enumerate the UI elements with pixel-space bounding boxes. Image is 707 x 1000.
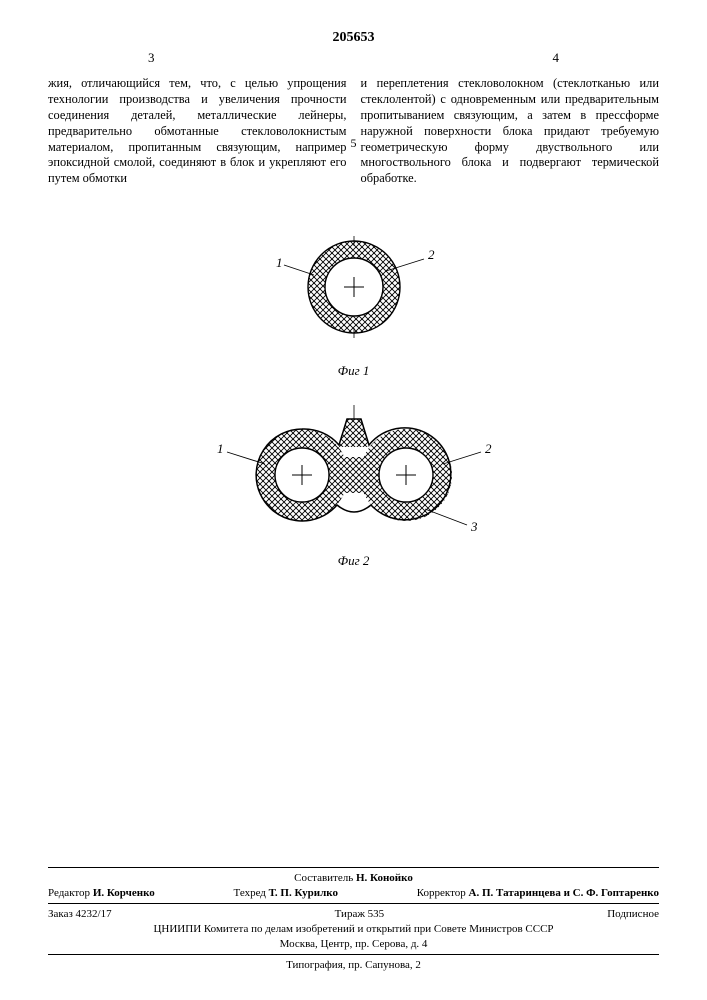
column-left-text: жия, отличающийся тем, что, с целью упро… xyxy=(48,76,347,185)
fig2-label-1: 1 xyxy=(217,441,224,456)
column-right: и переплетения стекловолокном (стеклотка… xyxy=(361,76,660,187)
compiler-name: Н. Конойко xyxy=(356,872,413,884)
line-number-marker: 5 xyxy=(351,136,357,151)
corrector-label: Корректор xyxy=(417,887,466,899)
fig2-caption: Фиг 2 xyxy=(48,553,659,569)
figure-1-svg: 1 2 xyxy=(254,217,454,357)
fig1-caption: Фиг 1 xyxy=(48,363,659,379)
page-num-left: 3 xyxy=(148,50,155,66)
podpisnoe: Подписное xyxy=(607,908,659,920)
tirazh: Тираж 535 xyxy=(335,908,385,920)
techred-label: Техред xyxy=(234,887,266,899)
document-number: 205653 xyxy=(48,30,659,46)
editor-label: Редактор xyxy=(48,887,90,899)
page-num-right: 4 xyxy=(553,50,560,66)
corrector-names: А. П. Татаринцева и С. Ф. Гоптаренко xyxy=(469,887,659,899)
column-left: жия, отличающийся тем, что, с целью упро… xyxy=(48,76,347,187)
footer-org: ЦНИИПИ Комитета по делам изобретений и о… xyxy=(48,923,659,935)
compiler-label: Составитель xyxy=(294,872,353,884)
text-columns: жия, отличающийся тем, что, с целью упро… xyxy=(48,76,659,187)
figures-block: 1 2 Фиг 1 xyxy=(48,217,659,569)
techred-name: Т. П. Курилко xyxy=(269,887,338,899)
order-number: Заказ 4232/17 xyxy=(48,908,112,920)
footer-typography: Типография, пр. Сапунова, 2 xyxy=(48,959,659,971)
column-right-text: и переплетения стекловолокном (стеклотка… xyxy=(361,76,660,185)
figure-2-svg: 1 2 3 xyxy=(209,397,499,547)
editor-name: И. Корченко xyxy=(93,887,155,899)
footer-block: Составитель Н. Конойко Редактор И. Корче… xyxy=(48,863,659,974)
footer-address: Москва, Центр, пр. Серова, д. 4 xyxy=(48,938,659,950)
fig2-label-3: 3 xyxy=(470,519,478,534)
fig2-label-2: 2 xyxy=(485,441,492,456)
fig1-label-1: 1 xyxy=(276,255,283,270)
page-number-row: 3 4 xyxy=(48,50,659,66)
fig1-label-2: 2 xyxy=(428,247,435,262)
